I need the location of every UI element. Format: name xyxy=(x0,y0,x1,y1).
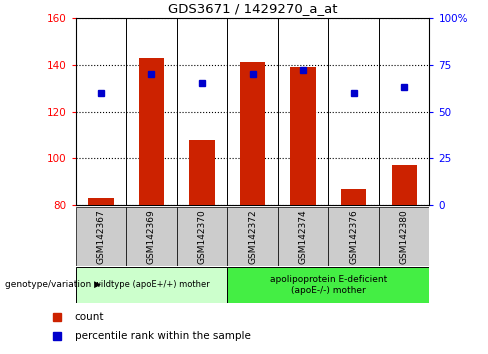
Text: GSM142369: GSM142369 xyxy=(147,209,156,264)
Text: percentile rank within the sample: percentile rank within the sample xyxy=(75,331,250,341)
Text: GSM142372: GSM142372 xyxy=(248,209,257,264)
Text: GSM142376: GSM142376 xyxy=(349,209,358,264)
Bar xyxy=(328,207,379,266)
Text: GSM142380: GSM142380 xyxy=(400,209,408,264)
Bar xyxy=(240,62,265,205)
Text: genotype/variation ▶: genotype/variation ▶ xyxy=(5,280,101,290)
Bar xyxy=(76,267,227,303)
Text: count: count xyxy=(75,312,104,322)
Bar xyxy=(177,207,227,266)
Text: apolipoprotein E-deficient
(apoE-/-) mother: apolipoprotein E-deficient (apoE-/-) mot… xyxy=(270,275,387,295)
Bar xyxy=(76,207,126,266)
Bar xyxy=(126,207,177,266)
Text: GSM142370: GSM142370 xyxy=(198,209,206,264)
Text: GSM142374: GSM142374 xyxy=(299,209,307,264)
Bar xyxy=(189,139,215,205)
Text: wildtype (apoE+/+) mother: wildtype (apoE+/+) mother xyxy=(94,280,209,290)
Bar xyxy=(139,58,164,205)
Bar xyxy=(278,207,328,266)
Title: GDS3671 / 1429270_a_at: GDS3671 / 1429270_a_at xyxy=(168,2,337,15)
Bar xyxy=(88,198,114,205)
Bar xyxy=(341,189,366,205)
Bar xyxy=(227,207,278,266)
Bar xyxy=(290,67,316,205)
Bar xyxy=(391,165,417,205)
Text: GSM142367: GSM142367 xyxy=(97,209,105,264)
Bar xyxy=(227,267,429,303)
Bar xyxy=(379,207,429,266)
